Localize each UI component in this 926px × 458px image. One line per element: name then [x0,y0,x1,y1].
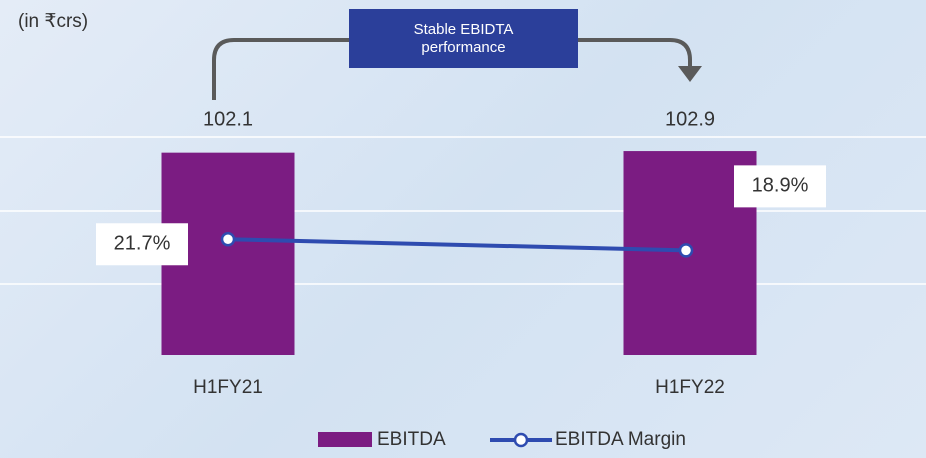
line-point [678,243,694,258]
legend-label: EBITDA [377,429,446,450]
annotation-arrow [212,38,692,100]
legend-swatch [318,432,372,447]
line [227,237,687,253]
legend-label: EBITDA Margin [555,429,686,450]
data-label: 102.9 [665,108,715,130]
data-label: 18.9% [752,175,809,197]
label-box [96,223,188,266]
annotation: Stable EBIDTA performance [349,9,578,68]
line-point [220,232,236,247]
legend-swatch [513,432,529,448]
x-tick-label: H1FY21 [193,377,263,398]
data-label: 21.7% [114,233,171,255]
arrow-head [678,66,702,82]
subtitle: (in ₹crs) [18,11,88,32]
label-box [734,165,826,208]
data-label: 102.1 [203,108,253,130]
x-tick-label: H1FY22 [655,377,725,398]
